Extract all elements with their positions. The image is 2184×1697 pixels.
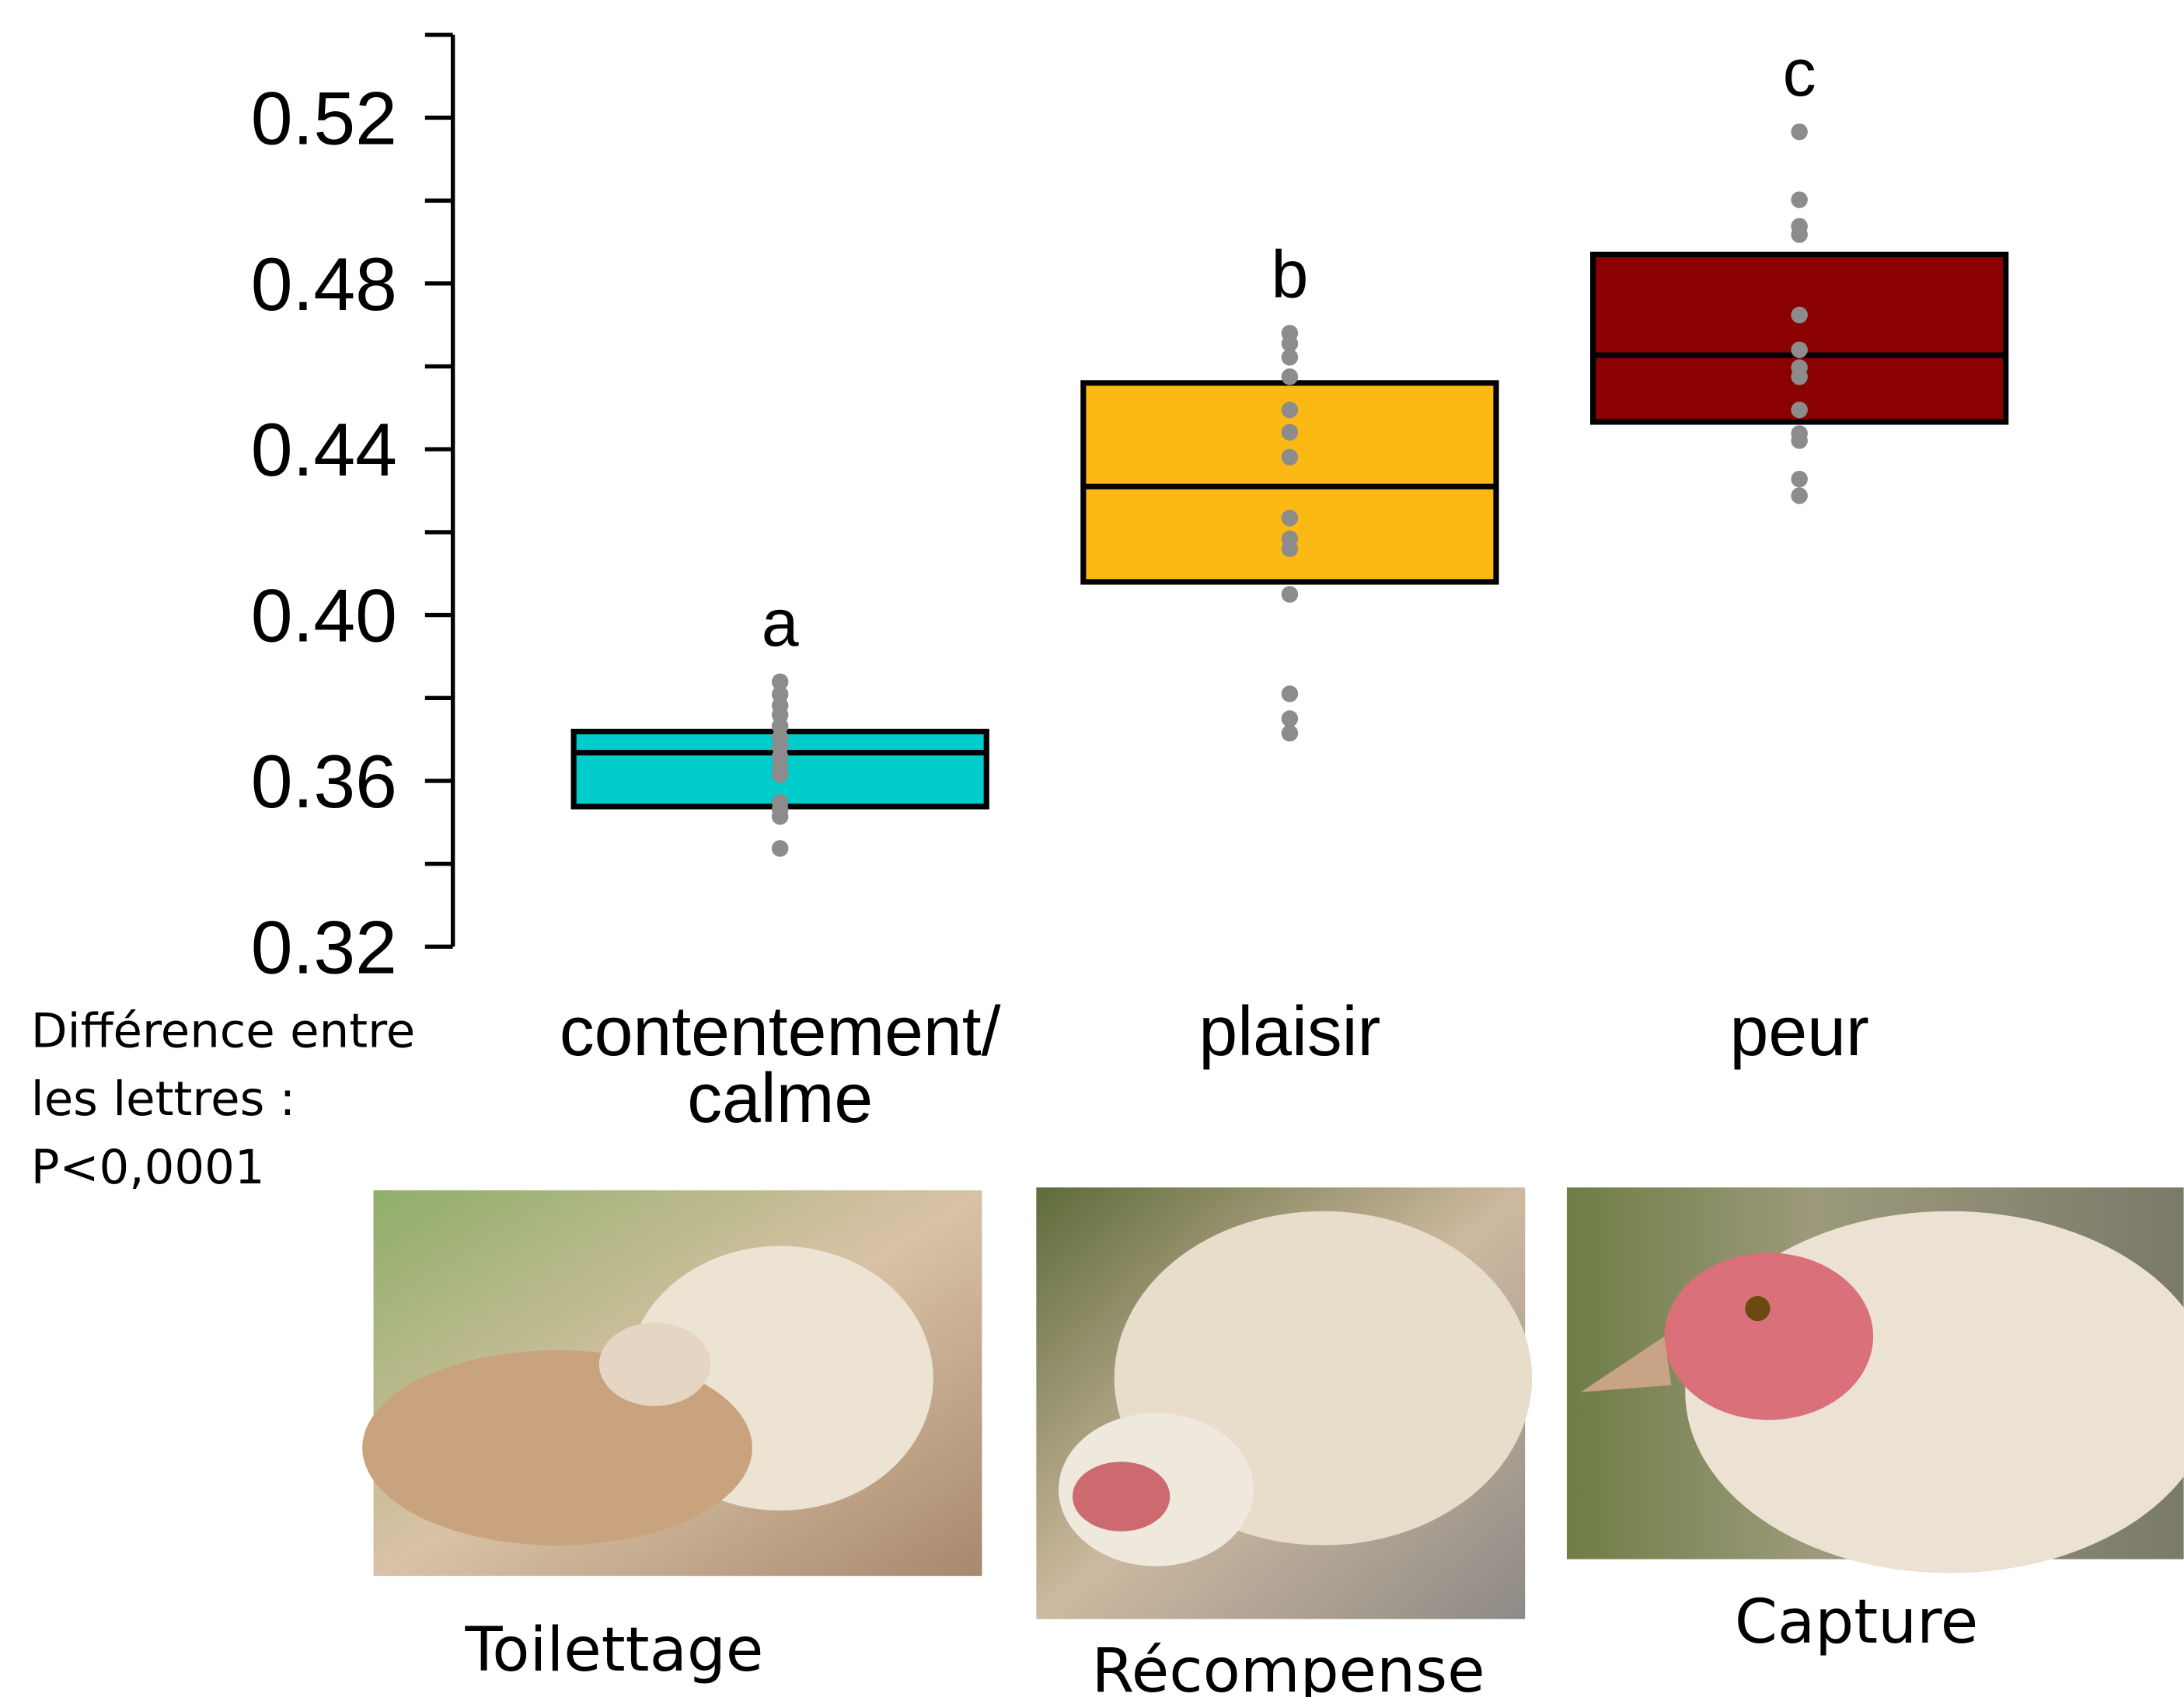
photo-caption: Récompense — [1092, 1635, 1485, 1697]
chart: 0.320.360.400.440.480.52contentement/cal… — [0, 0, 2184, 1697]
x-tick-label: plaisir — [1198, 992, 1380, 1070]
significance-letter: c — [1783, 36, 1816, 110]
point — [1282, 424, 1298, 441]
note: les lettres : — [31, 1072, 295, 1127]
point — [1791, 368, 1807, 385]
y-tick-label: 0.52 — [251, 76, 397, 161]
point — [1791, 402, 1807, 418]
point — [772, 808, 788, 824]
note: Différence entre — [31, 1003, 415, 1058]
point — [772, 840, 788, 856]
point — [1282, 449, 1298, 465]
point — [1791, 191, 1807, 207]
point — [1791, 341, 1807, 357]
point — [1282, 725, 1298, 741]
photo-caption: Toilettage — [464, 1614, 763, 1685]
y-tick-label: 0.36 — [251, 739, 397, 824]
point — [1791, 226, 1807, 242]
point — [1791, 307, 1807, 323]
point — [1282, 349, 1298, 365]
point — [1282, 510, 1298, 526]
box — [1593, 255, 2006, 423]
significance-letter: a — [762, 586, 799, 660]
point — [1791, 487, 1807, 504]
x-tick-label: calme — [687, 1059, 873, 1137]
point — [1791, 124, 1807, 140]
x-tick-label: peur — [1730, 992, 1869, 1070]
y-tick-label: 0.32 — [251, 904, 397, 989]
y-tick-label: 0.40 — [251, 573, 397, 658]
photo — [1036, 1187, 1532, 1619]
page: {"chart_data": {"type": "box", "categori… — [0, 0, 2184, 1697]
photo — [362, 1190, 982, 1576]
point — [1791, 432, 1807, 448]
point — [1282, 710, 1298, 727]
note: P<0,0001 — [31, 1140, 265, 1195]
point — [1282, 685, 1298, 702]
point — [1282, 402, 1298, 418]
photo — [1567, 1187, 2184, 1573]
point — [1791, 471, 1807, 487]
y-tick-label: 0.48 — [251, 242, 397, 326]
point — [772, 766, 788, 782]
point — [1282, 368, 1298, 385]
point — [1282, 540, 1298, 556]
photo-caption: Capture — [1735, 1586, 1978, 1657]
significance-letter: b — [1271, 237, 1308, 312]
y-tick-label: 0.44 — [251, 407, 397, 492]
point — [1282, 586, 1298, 602]
